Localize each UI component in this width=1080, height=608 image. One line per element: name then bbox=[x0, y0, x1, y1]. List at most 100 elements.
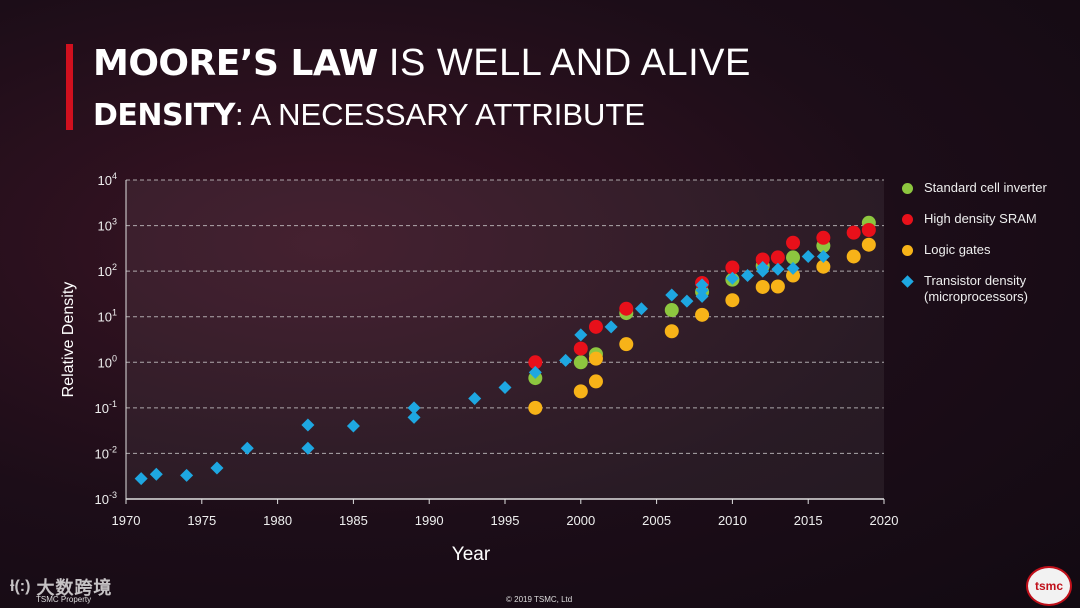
point-transistor-density bbox=[756, 261, 770, 275]
y-tick-label: 10-3 bbox=[95, 490, 117, 507]
point-high-density-sram bbox=[725, 260, 740, 275]
point-logic-gates bbox=[861, 237, 876, 252]
footer-copyright: © 2019 TSMC, Ltd bbox=[506, 595, 573, 604]
x-tick-label: 1985 bbox=[339, 513, 368, 528]
point-transistor-density bbox=[741, 269, 755, 283]
point-transistor-density bbox=[301, 418, 315, 432]
point-transistor-density bbox=[407, 410, 421, 424]
watermark-text: 大数跨境 bbox=[36, 578, 113, 598]
y-tick-label: 104 bbox=[98, 171, 117, 188]
x-tick-label: 1995 bbox=[491, 513, 520, 528]
legend-item-logic-gates: Logic gates bbox=[902, 242, 1047, 258]
point-transistor-density bbox=[771, 262, 785, 276]
point-transistor-density bbox=[149, 467, 163, 481]
point-transistor-density bbox=[574, 328, 588, 342]
legend-item-standard-cell: Standard cell inverter bbox=[902, 180, 1047, 196]
legend-label: High density SRAM bbox=[924, 211, 1037, 226]
title-accent-bar bbox=[66, 44, 73, 130]
point-high-density-sram bbox=[786, 235, 801, 250]
point-transistor-density bbox=[468, 392, 482, 406]
point-transistor-density bbox=[816, 249, 830, 263]
legend-item-transistor-density: Transistor density (microprocessors) bbox=[901, 273, 1047, 305]
tsmc-logo: tsmc bbox=[1026, 566, 1072, 606]
point-standard-cell-inverter bbox=[573, 355, 588, 370]
title-bold: MOORE’S LAW bbox=[93, 43, 378, 84]
y-tick-label: 103 bbox=[98, 217, 117, 234]
point-high-density-sram bbox=[816, 230, 831, 245]
point-high-density-sram bbox=[755, 252, 770, 267]
logo-text: tsmc bbox=[1034, 579, 1063, 593]
legend-label: Logic gates bbox=[924, 242, 991, 257]
x-axis-label: Year bbox=[452, 544, 491, 565]
subtitle-bold: DENSITY bbox=[93, 98, 235, 133]
legend-marker-transistor-density bbox=[901, 275, 914, 288]
legend-marker-sram bbox=[902, 214, 913, 225]
point-high-density-sram bbox=[528, 355, 543, 370]
point-logic-gates bbox=[588, 374, 603, 389]
point-logic-gates bbox=[786, 268, 801, 283]
slide-subtitle: DENSITY: A NECESSARY ATTRIBUTE bbox=[93, 97, 645, 133]
point-transistor-density bbox=[528, 365, 542, 379]
point-logic-gates bbox=[846, 249, 861, 264]
point-transistor-density bbox=[240, 441, 254, 455]
point-logic-gates bbox=[619, 337, 634, 352]
point-logic-gates bbox=[755, 279, 770, 294]
point-high-density-sram bbox=[619, 301, 634, 316]
legend-label: Standard cell inverter bbox=[924, 180, 1047, 195]
point-standard-cell-inverter bbox=[664, 303, 679, 318]
point-transistor-density bbox=[407, 401, 421, 415]
point-transistor-density bbox=[786, 261, 800, 275]
point-transistor-density bbox=[604, 320, 618, 334]
x-tick-label: 1975 bbox=[187, 513, 216, 528]
point-transistor-density bbox=[680, 294, 694, 308]
slide-title: MOORE’S LAW IS WELL AND ALIVE bbox=[93, 42, 751, 85]
legend-label: Transistor density (microprocessors) bbox=[924, 273, 1029, 304]
point-high-density-sram bbox=[588, 319, 603, 334]
watermark: ƚ(:) 大数跨境 bbox=[10, 574, 112, 600]
chart-legend: Standard cell inverter High density SRAM… bbox=[901, 180, 1047, 320]
y-tick-label: 102 bbox=[98, 262, 117, 279]
point-high-density-sram bbox=[573, 341, 588, 356]
legend-marker-standard-cell bbox=[902, 183, 913, 194]
point-logic-gates bbox=[725, 293, 740, 308]
watermark-icon: ƚ(:) bbox=[10, 578, 31, 595]
y-tick-label: 100 bbox=[98, 353, 117, 370]
point-transistor-density bbox=[695, 278, 709, 292]
plot-area bbox=[126, 180, 884, 499]
point-transistor-density bbox=[346, 419, 360, 433]
y-axis-label: Relative Density bbox=[60, 282, 77, 398]
point-standard-cell-inverter bbox=[786, 250, 801, 265]
point-logic-gates bbox=[695, 307, 710, 322]
point-high-density-sram bbox=[770, 250, 785, 265]
point-transistor-density bbox=[180, 468, 194, 482]
x-tick-label: 2010 bbox=[718, 513, 747, 528]
point-logic-gates bbox=[816, 259, 831, 274]
title-rest: IS WELL AND ALIVE bbox=[377, 42, 751, 84]
y-tick-label: 10-1 bbox=[95, 399, 117, 416]
x-tick-label: 2000 bbox=[566, 513, 595, 528]
legend-marker-logic-gates bbox=[902, 245, 913, 256]
point-transistor-density bbox=[634, 302, 648, 316]
point-transistor-density bbox=[301, 441, 315, 455]
point-transistor-density bbox=[210, 461, 224, 475]
subtitle-rest: : A NECESSARY ATTRIBUTE bbox=[234, 97, 645, 132]
point-high-density-sram bbox=[861, 222, 876, 237]
point-logic-gates bbox=[573, 384, 588, 399]
x-tick-label: 1980 bbox=[263, 513, 292, 528]
x-tick-label: 2005 bbox=[642, 513, 671, 528]
x-tick-label: 2020 bbox=[870, 513, 899, 528]
y-tick-label: 10-2 bbox=[95, 444, 117, 461]
point-high-density-sram bbox=[846, 225, 861, 240]
x-tick-label: 2015 bbox=[794, 513, 823, 528]
point-transistor-density bbox=[725, 271, 739, 285]
point-logic-gates bbox=[664, 324, 679, 339]
point-logic-gates bbox=[528, 400, 543, 415]
x-tick-label: 1990 bbox=[415, 513, 444, 528]
y-tick-label: 101 bbox=[98, 308, 117, 325]
point-transistor-density bbox=[801, 249, 815, 263]
point-transistor-density bbox=[559, 353, 573, 367]
point-logic-gates bbox=[588, 351, 603, 366]
footer-property: TSMC Property bbox=[36, 595, 92, 604]
x-tick-label: 1970 bbox=[112, 513, 141, 528]
